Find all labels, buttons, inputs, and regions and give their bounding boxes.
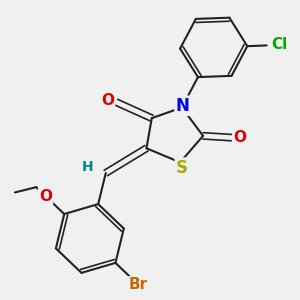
Text: O: O bbox=[39, 189, 52, 204]
Text: O: O bbox=[101, 93, 114, 108]
Text: Br: Br bbox=[129, 278, 148, 292]
Text: O: O bbox=[234, 130, 247, 145]
Text: S: S bbox=[176, 159, 188, 177]
Text: N: N bbox=[176, 97, 190, 115]
Text: H: H bbox=[82, 160, 93, 174]
Text: Cl: Cl bbox=[271, 38, 287, 52]
